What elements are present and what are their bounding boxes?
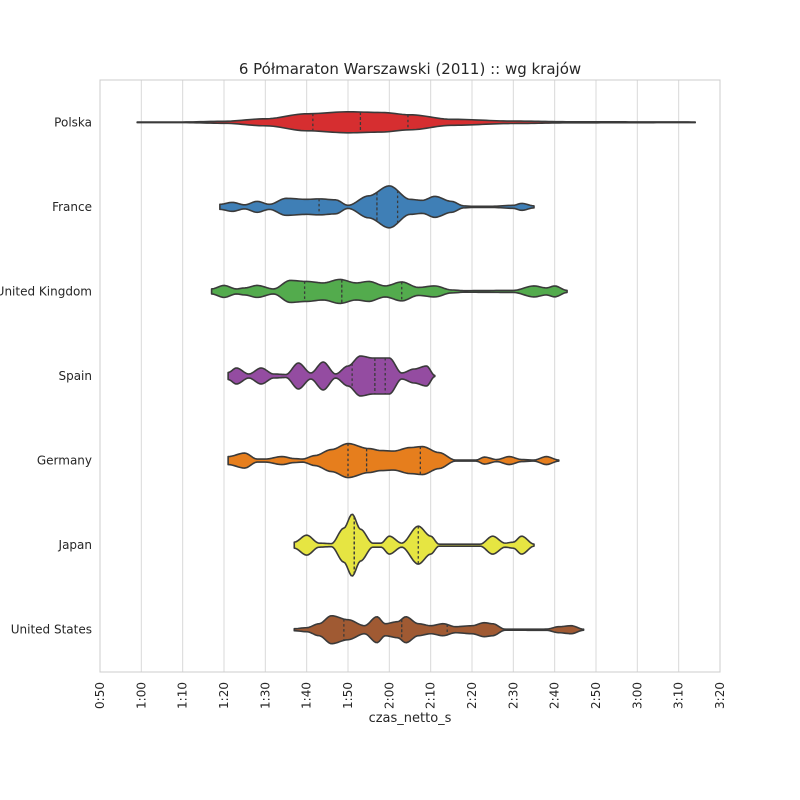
plot-frame xyxy=(99,79,721,673)
x-tick-label: 2:50 xyxy=(589,682,603,709)
y-tick-label: Japan xyxy=(58,538,92,552)
x-tick-label: 1:00 xyxy=(134,682,148,709)
chart-title: 6 Półmaraton Warszawski (2011) :: wg kra… xyxy=(239,60,581,78)
violin-spain xyxy=(227,355,436,397)
x-tick-label: 2:20 xyxy=(465,682,479,709)
y-tick-label: United Kingdom xyxy=(0,284,92,298)
x-tick-label: 2:30 xyxy=(506,682,520,709)
violin-layer xyxy=(136,110,696,645)
x-axis-label: czas_netto_s xyxy=(369,711,452,726)
y-tick-label: Polska xyxy=(54,115,92,129)
y-tick-labels: Polska France United Kingdom Spain Germany Ja… xyxy=(0,115,92,636)
violin-body xyxy=(136,110,696,134)
x-tick-labels: 0:50 1:00 1:10 1:20 1:30 1:40 1:50 2:00 2:10 2:20… xyxy=(93,682,727,709)
violin-polska xyxy=(136,110,696,134)
violin-germany xyxy=(227,442,560,479)
y-tick-label: Spain xyxy=(58,369,92,383)
x-tick-label: 0:50 xyxy=(93,682,107,709)
violin-japan xyxy=(293,513,535,577)
violin-united-states xyxy=(293,614,585,645)
y-tick-label: Germany xyxy=(37,454,92,468)
violin-body xyxy=(227,355,436,397)
violin-united-kingdom xyxy=(210,278,568,305)
y-tick-label: United States xyxy=(11,623,92,637)
x-tick-label: 3:00 xyxy=(630,682,644,709)
violin-body xyxy=(219,185,535,229)
x-tick-label: 3:10 xyxy=(672,682,686,709)
x-tick-label: 2:00 xyxy=(382,682,396,709)
x-tick-label: 2:10 xyxy=(424,682,438,709)
x-tick-label: 1:10 xyxy=(176,682,190,709)
x-tick-label: 2:40 xyxy=(548,682,562,709)
x-tick-label: 3:20 xyxy=(713,682,727,709)
x-tick-label: 1:30 xyxy=(258,682,272,709)
grid-lines xyxy=(99,80,721,672)
violin-body xyxy=(293,513,535,577)
violin-body xyxy=(227,442,560,479)
violin-body xyxy=(293,614,585,645)
x-tick-label: 1:40 xyxy=(300,682,314,709)
y-tick-label: France xyxy=(52,200,92,214)
violin-france xyxy=(219,185,535,229)
x-tick-label: 1:20 xyxy=(217,682,231,709)
violin-body xyxy=(210,278,568,305)
x-tick-label: 1:50 xyxy=(341,682,355,709)
